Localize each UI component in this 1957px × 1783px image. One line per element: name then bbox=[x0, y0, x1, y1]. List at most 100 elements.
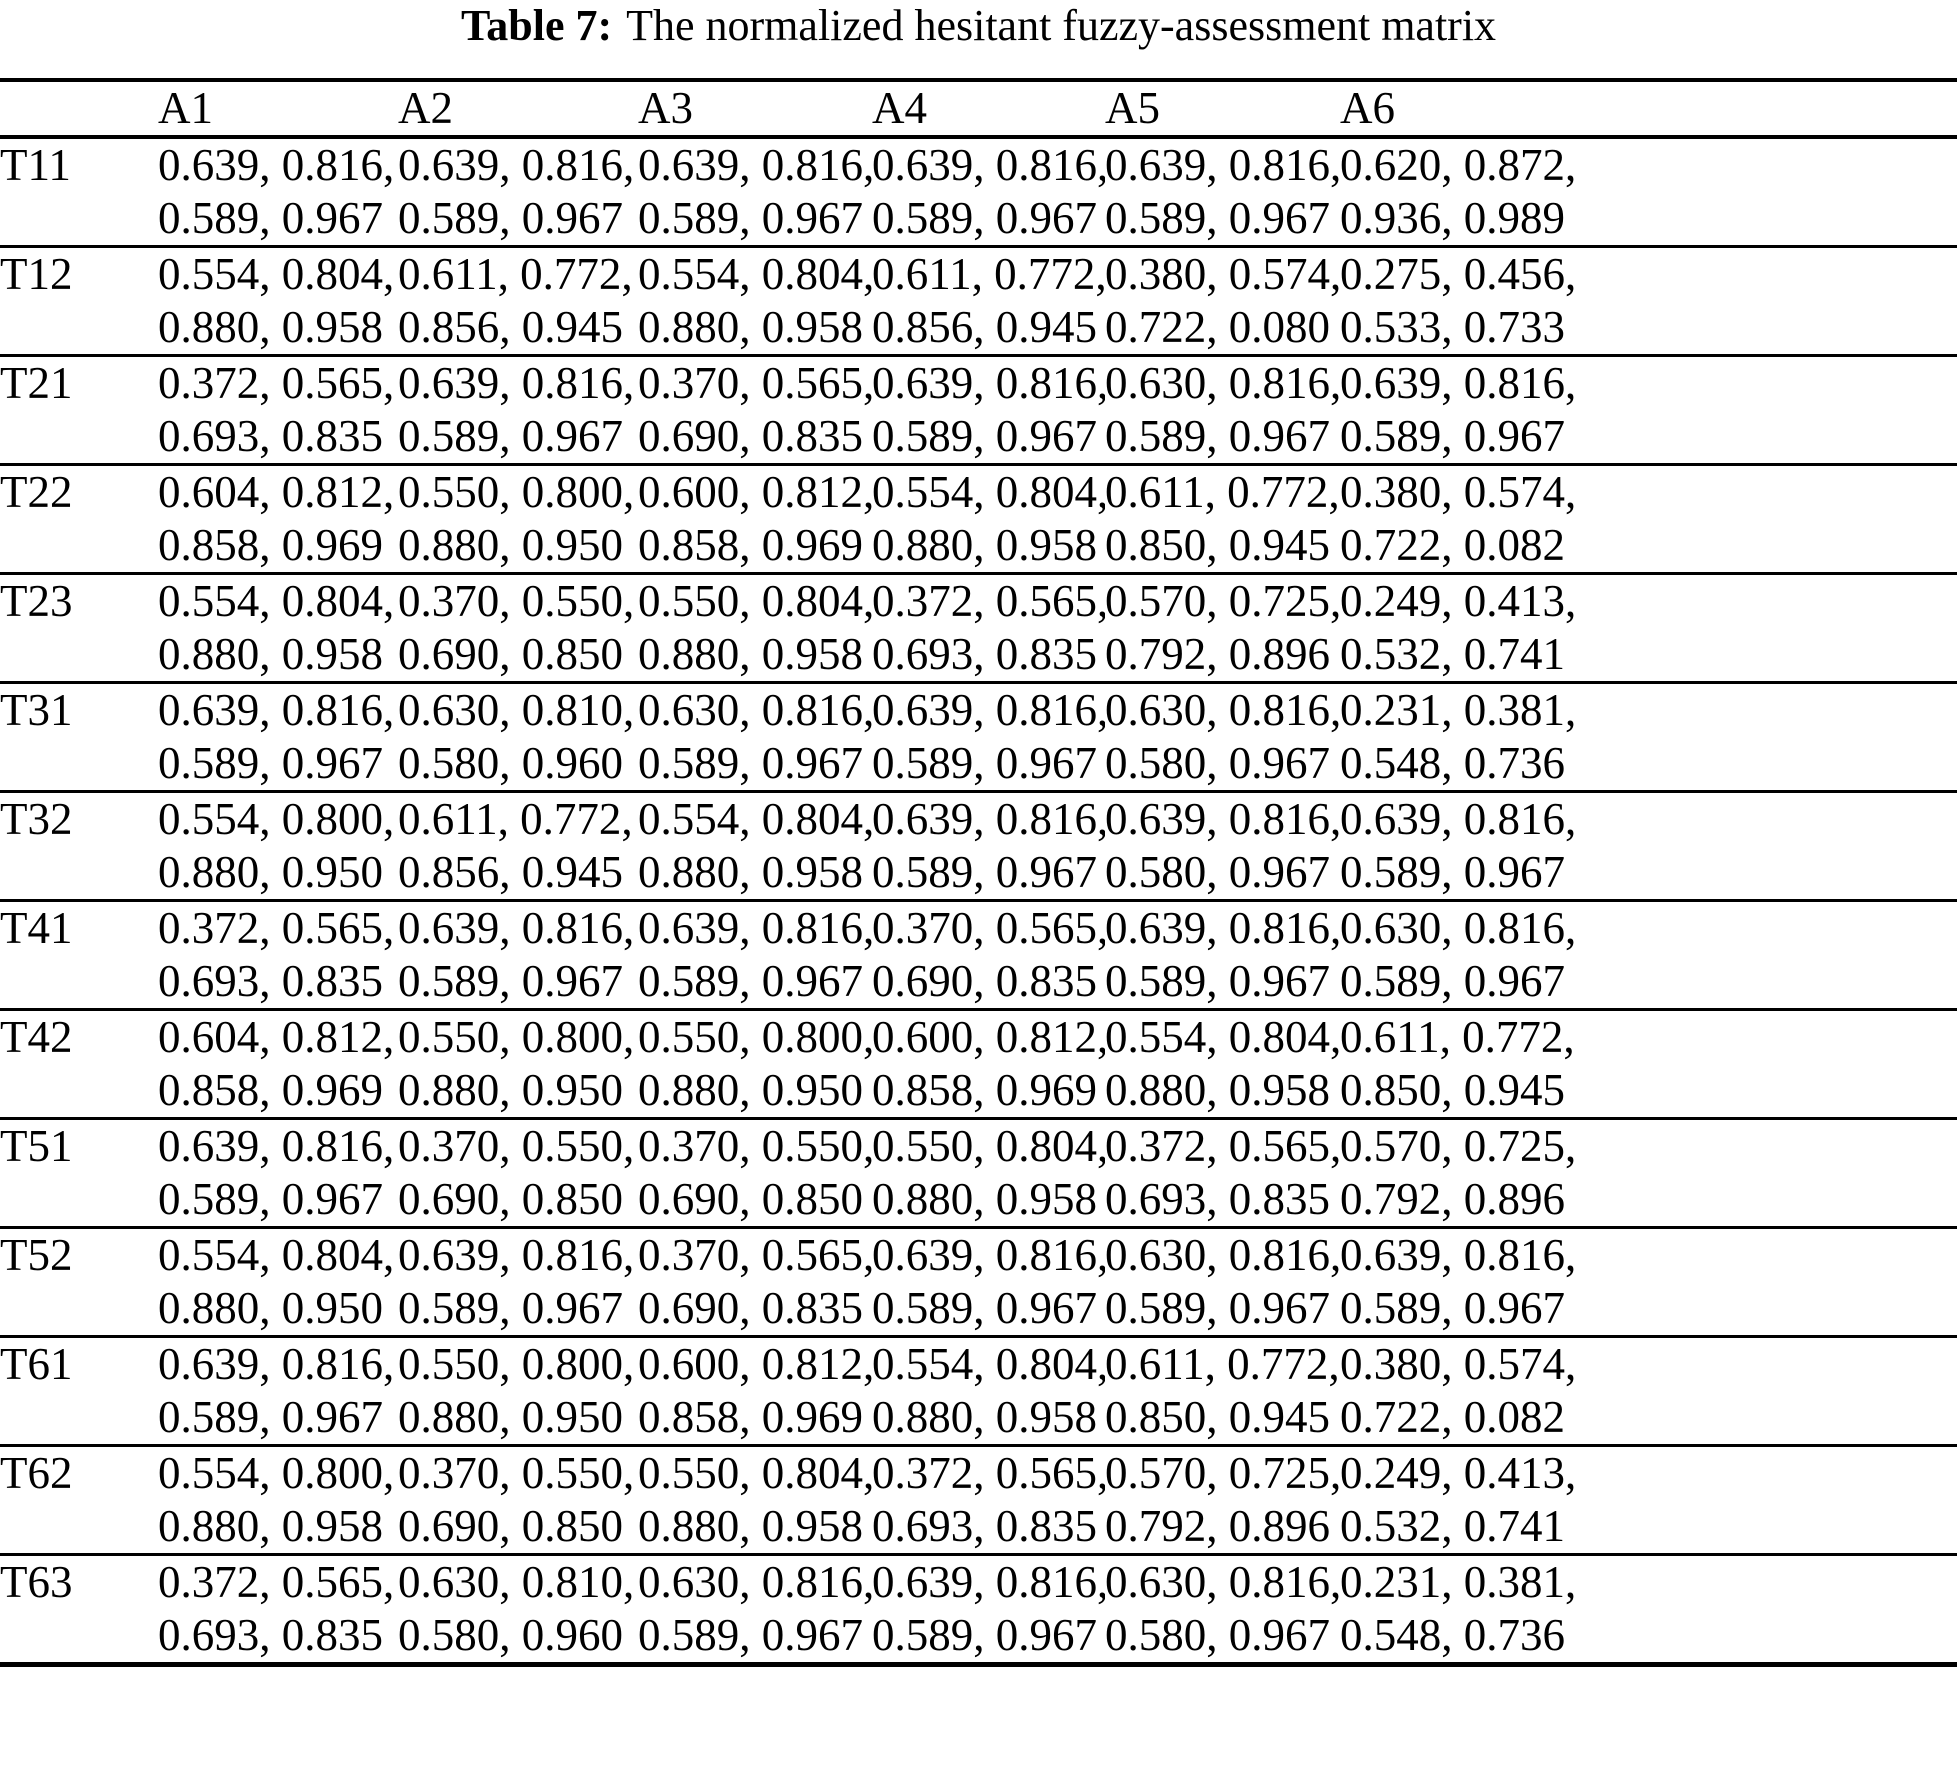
cell-line-2: 0.589, 0.967 bbox=[1105, 1283, 1330, 1333]
cell-line-2: 0.589, 0.967 bbox=[158, 738, 383, 788]
cell-line-1: 0.620, 0.872, bbox=[1340, 140, 1577, 190]
cell-line-2: 0.690, 0.850 bbox=[398, 1174, 623, 1224]
matrix-cell: 0.639, 0.816, 0.589, 0.967 bbox=[398, 137, 638, 248]
cell-line-1: 0.370, 0.565, bbox=[638, 1230, 872, 1280]
cell-line-2: 0.693, 0.835 bbox=[158, 1610, 383, 1660]
cell-line-1: 0.550, 0.800, bbox=[398, 467, 635, 517]
matrix-cell: 0.630, 0.810, 0.580, 0.960 bbox=[398, 682, 638, 793]
row-label: T21 bbox=[0, 355, 158, 466]
cell-line-1: 0.550, 0.804, bbox=[872, 1121, 1105, 1171]
matrix-cell: 0.554, 0.804, 0.880, 0.958 bbox=[872, 464, 1105, 575]
matrix-cell: 0.630, 0.816, 0.589, 0.967 bbox=[638, 1554, 872, 1667]
cell-line-2: 0.589, 0.967 bbox=[158, 1392, 383, 1442]
cell-line-1: 0.554, 0.800, bbox=[158, 1448, 395, 1498]
row-label: T42 bbox=[0, 1009, 158, 1120]
cell-line-1: 0.639, 0.816, bbox=[1340, 358, 1577, 408]
cell-line-2: 0.589, 0.967 bbox=[398, 1283, 623, 1333]
row-label: T22 bbox=[0, 464, 158, 575]
matrix-cell: 0.550, 0.804, 0.880, 0.958 bbox=[638, 1445, 872, 1556]
matrix-cell: 0.639, 0.816, 0.589, 0.967 bbox=[398, 1227, 638, 1338]
matrix-cell: 0.639, 0.816, 0.589, 0.967 bbox=[158, 137, 398, 248]
matrix-cell: 0.604, 0.812, 0.858, 0.969 bbox=[158, 464, 398, 575]
cell-line-2: 0.589, 0.967 bbox=[158, 193, 383, 243]
matrix-cell: 0.639, 0.816, 0.589, 0.967 bbox=[638, 137, 872, 248]
cell-line-2: 0.589, 0.967 bbox=[1105, 411, 1330, 461]
cell-line-1: 0.611, 0.772, bbox=[1105, 467, 1340, 517]
cell-line-1: 0.550, 0.800, bbox=[398, 1339, 635, 1389]
cell-line-1: 0.275, 0.456, bbox=[1340, 249, 1577, 299]
cell-line-1: 0.639, 0.816, bbox=[158, 1121, 395, 1171]
table-row: T41 0.372, 0.565, 0.693, 0.835 0.639, 0.816… bbox=[0, 900, 1957, 1011]
cell-line-2: 0.880, 0.958 bbox=[872, 1174, 1097, 1224]
matrix-cell: 0.372, 0.565, 0.693, 0.835 bbox=[158, 900, 398, 1011]
cell-line-2: 0.589, 0.967 bbox=[398, 193, 623, 243]
matrix-cell: 0.370, 0.565, 0.690, 0.835 bbox=[872, 900, 1105, 1011]
table-row: T32 0.554, 0.800, 0.880, 0.950 0.611, 0.772… bbox=[0, 791, 1957, 902]
cell-line-1: 0.570, 0.725, bbox=[1105, 576, 1340, 626]
matrix-cell: 0.370, 0.550, 0.690, 0.850 bbox=[398, 1445, 638, 1556]
cell-line-1: 0.370, 0.550, bbox=[398, 1121, 635, 1171]
cell-line-2: 0.589, 0.967 bbox=[638, 956, 863, 1006]
cell-line-2: 0.533, 0.733 bbox=[1340, 302, 1565, 352]
matrix-cell: 0.630, 0.816, 0.589, 0.967 bbox=[1340, 900, 1957, 1011]
cell-line-1: 0.372, 0.565, bbox=[158, 358, 395, 408]
cell-line-2: 0.589, 0.967 bbox=[872, 847, 1097, 897]
matrix-cell: 0.600, 0.812, 0.858, 0.969 bbox=[638, 464, 872, 575]
cell-line-1: 0.639, 0.816, bbox=[158, 1339, 395, 1389]
cell-line-1: 0.550, 0.800, bbox=[638, 1012, 872, 1062]
cell-line-2: 0.880, 0.950 bbox=[158, 1283, 383, 1333]
cell-line-1: 0.372, 0.565, bbox=[158, 903, 395, 953]
matrix-cell: 0.231, 0.381, 0.548, 0.736 bbox=[1340, 682, 1957, 793]
matrix-cell: 0.249, 0.413, 0.532, 0.741 bbox=[1340, 573, 1957, 684]
table-caption: Table 7: The normalized hesitant fuzzy-as… bbox=[0, 2, 1957, 50]
cell-line-2: 0.548, 0.736 bbox=[1340, 1610, 1565, 1660]
matrix-cell: 0.639, 0.816, 0.589, 0.967 bbox=[872, 1227, 1105, 1338]
cell-line-1: 0.639, 0.816, bbox=[872, 140, 1105, 190]
cell-line-2: 0.858, 0.969 bbox=[638, 1392, 863, 1442]
cell-line-1: 0.639, 0.816, bbox=[398, 903, 635, 953]
cell-line-1: 0.639, 0.816, bbox=[1340, 1230, 1577, 1280]
matrix-cell: 0.639, 0.816, 0.589, 0.967 bbox=[1105, 137, 1340, 248]
cell-line-2: 0.589, 0.967 bbox=[872, 738, 1097, 788]
cell-line-2: 0.850, 0.945 bbox=[1105, 1392, 1330, 1442]
table-row: T51 0.639, 0.816, 0.589, 0.967 0.370, 0.550… bbox=[0, 1118, 1957, 1229]
matrix-cell: 0.370, 0.565, 0.690, 0.835 bbox=[638, 1227, 872, 1338]
cell-line-2: 0.880, 0.958 bbox=[158, 629, 383, 679]
row-label: T32 bbox=[0, 791, 158, 902]
row-label: T12 bbox=[0, 246, 158, 357]
cell-line-2: 0.693, 0.835 bbox=[1105, 1174, 1330, 1224]
row-label: T63 bbox=[0, 1554, 158, 1667]
matrix-cell: 0.372, 0.565, 0.693, 0.835 bbox=[158, 1554, 398, 1667]
cell-line-1: 0.554, 0.804, bbox=[638, 794, 872, 844]
cell-line-2: 0.880, 0.958 bbox=[872, 520, 1097, 570]
cell-line-1: 0.639, 0.816, bbox=[1105, 794, 1340, 844]
cell-line-1: 0.249, 0.413, bbox=[1340, 576, 1577, 626]
cell-line-1: 0.630, 0.816, bbox=[638, 1557, 872, 1607]
matrix-cell: 0.570, 0.725, 0.792, 0.896 bbox=[1340, 1118, 1957, 1229]
cell-line-2: 0.589, 0.967 bbox=[872, 1610, 1097, 1660]
column-header-a2: A2 bbox=[398, 78, 638, 139]
cell-line-2: 0.548, 0.736 bbox=[1340, 738, 1565, 788]
cell-line-1: 0.639, 0.816, bbox=[158, 140, 395, 190]
column-header-a5: A5 bbox=[1105, 78, 1340, 139]
matrix-cell: 0.639, 0.816, 0.589, 0.967 bbox=[872, 791, 1105, 902]
matrix-cell: 0.630, 0.816, 0.589, 0.967 bbox=[1105, 355, 1340, 466]
row-label: T23 bbox=[0, 573, 158, 684]
cell-line-2: 0.936, 0.989 bbox=[1340, 193, 1565, 243]
table-row: T12 0.554, 0.804, 0.880, 0.958 0.611, 0.772… bbox=[0, 246, 1957, 357]
matrix-cell: 0.370, 0.565, 0.690, 0.835 bbox=[638, 355, 872, 466]
matrix-cell: 0.554, 0.804, 0.880, 0.958 bbox=[638, 246, 872, 357]
cell-line-2: 0.580, 0.967 bbox=[1105, 738, 1330, 788]
cell-line-1: 0.372, 0.565, bbox=[1105, 1121, 1340, 1171]
cell-line-1: 0.372, 0.565, bbox=[158, 1557, 395, 1607]
matrix-cell: 0.600, 0.812, 0.858, 0.969 bbox=[872, 1009, 1105, 1120]
matrix-cell: 0.639, 0.816, 0.589, 0.967 bbox=[398, 900, 638, 1011]
matrix-cell: 0.639, 0.816, 0.589, 0.967 bbox=[398, 355, 638, 466]
matrix-cell: 0.570, 0.725, 0.792, 0.896 bbox=[1105, 573, 1340, 684]
cell-line-1: 0.630, 0.816, bbox=[1105, 685, 1340, 735]
cell-line-1: 0.630, 0.816, bbox=[1105, 358, 1340, 408]
cell-line-2: 0.690, 0.850 bbox=[398, 1501, 623, 1551]
row-label: T61 bbox=[0, 1336, 158, 1447]
matrix-cell: 0.630, 0.810, 0.580, 0.960 bbox=[398, 1554, 638, 1667]
row-label: T31 bbox=[0, 682, 158, 793]
